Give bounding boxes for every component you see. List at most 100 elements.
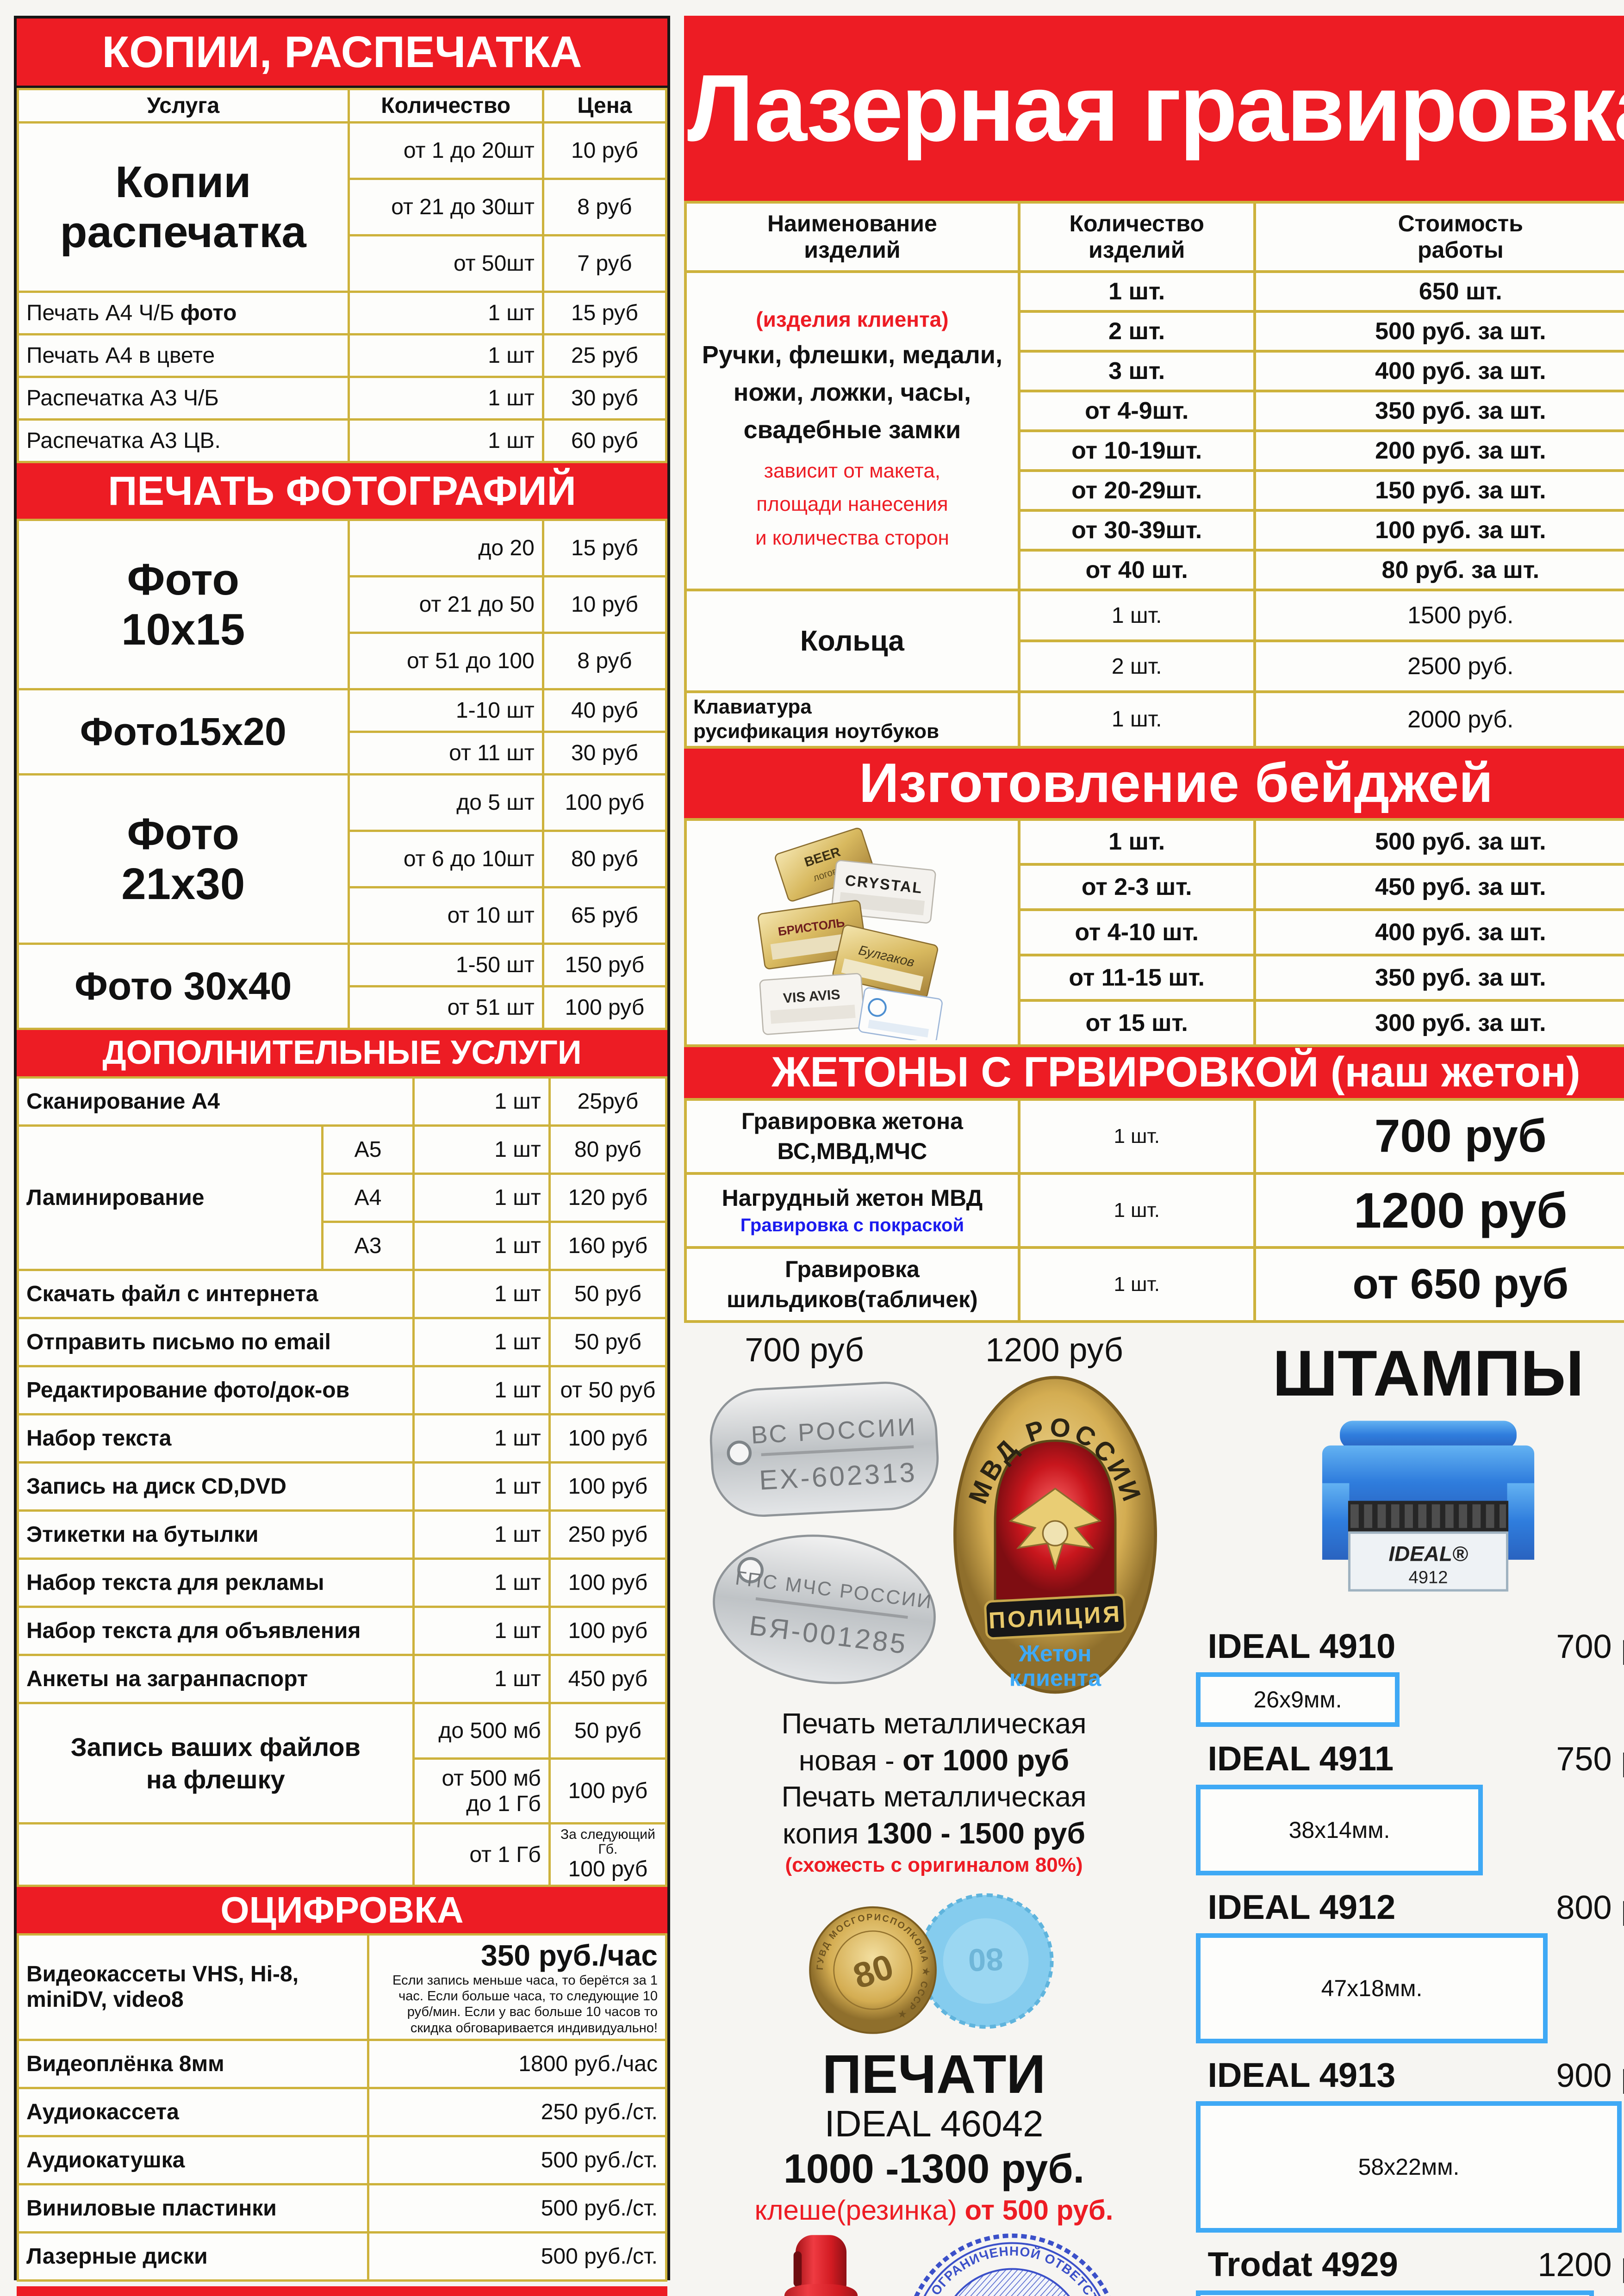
cell-qty: 1-50 шт — [347, 943, 544, 987]
table-row: Копии распечатка от 1 до 20шт 10 руб — [17, 121, 668, 293]
price-value: 100 руб — [568, 1857, 648, 1881]
cell-service: Фото 21х30 — [17, 773, 350, 945]
table-row: 2 шт. 500 руб. за шт. — [685, 310, 1624, 353]
cell-qty: 1 шт. — [1017, 1246, 1256, 1323]
stamp-item: IDEAL 4910 700 р. — [1207, 1626, 1624, 1666]
table-header-row: Услуга Количество Цена — [17, 88, 668, 124]
cell-service: Виниловые пластинки — [17, 2183, 369, 2234]
cell-qty: от 51 до 100 — [347, 632, 544, 690]
cell-qty: 1 шт — [412, 1221, 551, 1271]
cell-qty: 1 шт — [412, 1076, 551, 1127]
table-row: Набор текста для объявления 1 шт 100 руб — [17, 1606, 668, 1656]
cell-qty: до 20 — [347, 519, 544, 577]
badges-section-title: Изготовление бейджей — [684, 748, 1624, 818]
showcase-right: ШТАМПЫ IDEAL® 4912 — [1188, 1331, 1624, 2296]
cell-qty: 1 шт. — [1017, 589, 1256, 642]
cell-qty: 1 шт — [412, 1509, 551, 1560]
cell-service: Фото 10х15 — [17, 519, 350, 690]
cell-qty: 1 шт — [347, 291, 544, 335]
cell-qty: от 50шт — [347, 234, 544, 293]
service-name: Запись ваших файлов — [70, 1732, 361, 1762]
showcase-left: 700 руб 1200 руб — [684, 1331, 1184, 2296]
cell-service: Распечатка А3 ЦВ. — [17, 418, 350, 463]
pechati-block: ПЕЧАТИ IDEAL 46042 1000 -1300 руб. клеше… — [755, 2047, 1114, 2226]
cell-qty: 1 шт — [412, 1558, 551, 1608]
cell-service: Фото 30х40 — [17, 943, 350, 1030]
price-note: За следующий Гб. — [560, 1827, 655, 1857]
cell-qty: от 2-3 шт. — [1017, 863, 1256, 912]
cell-product: Гравировка жетона ВС,МВД,МЧС — [684, 1098, 1020, 1175]
right-column: Лазерная гравировка Наименование изделий … — [684, 16, 1624, 2296]
cell-service: Фото15х20 — [17, 688, 350, 776]
cell-price: 100 руб — [541, 773, 668, 832]
cell-price: 200 руб. за шт. — [1253, 429, 1624, 472]
cell-qty: 1 шт — [412, 1317, 551, 1367]
pechati-title: ПЕЧАТИ — [822, 2043, 1046, 2105]
cell-price: 15 руб — [541, 291, 668, 335]
table-row: от 50шт 7 руб — [18, 234, 668, 293]
table-row: от 500 мб до 1 Гб 100 руб — [18, 1757, 668, 1824]
cell-qty: 1 шт — [347, 333, 544, 378]
cell-qty: 1 шт — [412, 1269, 551, 1319]
cell-price: 150 руб — [541, 943, 668, 987]
service-name: распечатка — [60, 207, 306, 257]
stamp-size: 26х9мм. — [1253, 1686, 1342, 1713]
table-row: от 2-3 шт. 450 руб. за шт. — [685, 863, 1624, 912]
cell-service: Аудиокатушка — [17, 2135, 369, 2185]
table-row: Анкеты на загранпаспорт 1 шт 450 руб — [17, 1654, 668, 1704]
cell-service: Копии распечатка — [17, 121, 350, 293]
table-row: Набор текста 1 шт 100 руб — [17, 1413, 668, 1464]
table-row: от 15 шт. 300 руб. за шт. — [685, 999, 1624, 1047]
price-note: Если запись меньше часа, то берётся за 1… — [392, 1973, 658, 2035]
table-header-row: Наименование изделий Количество изделий Ст… — [684, 201, 1624, 273]
table-row: от 21 до 30шт 8 руб — [18, 178, 668, 236]
table-row: от 40 шт. 80 руб. за шт. — [685, 549, 1624, 591]
cell-price: 120 руб — [548, 1173, 668, 1223]
cell-price: 10 руб — [541, 575, 668, 634]
table-row: Видеоплёнка 8мм 1800 руб./час — [17, 2038, 668, 2089]
table-row: от 11-15 шт. 350 руб. за шт. — [685, 953, 1624, 1002]
table-row: А4 1 шт 120 руб — [18, 1173, 668, 1223]
cell-price: 50 руб — [548, 1317, 668, 1367]
col-header-service: Услуга — [17, 88, 350, 124]
col-header-price: Стоимость работы — [1253, 201, 1624, 273]
tag-prices: 700 руб 1200 руб — [684, 1331, 1184, 1369]
cell-service: Запись ваших файлов на флешку — [17, 1702, 415, 1824]
left-column: КОПИИ, РАСПЕЧАТКА Услуга Количество Цена… — [14, 16, 670, 2296]
photo-size: Фото — [127, 554, 240, 604]
cell-qty: от 6 до 10шт — [347, 830, 544, 888]
cell-price: 50 руб — [548, 1702, 668, 1760]
stamp-model: Trodat 4929 — [1207, 2245, 1398, 2284]
cell-qty: 1 шт — [412, 1654, 551, 1704]
cell-price: 350 руб./час Если запись меньше часа, то… — [367, 1933, 668, 2041]
product-note-blue: Гравировка с покраской — [740, 1215, 964, 1236]
stamps-title: ШТАМПЫ — [1272, 1336, 1584, 1409]
cell-price: 7 руб — [541, 234, 668, 293]
price-value: 350 руб./час — [481, 1939, 658, 1972]
cell-price: 2000 руб. — [1253, 690, 1624, 749]
stamp-item: IDEAL 4912 800 р. — [1207, 1887, 1624, 1927]
cell-price: 400 руб. за шт. — [1253, 908, 1624, 956]
cell-qty: от 40 шт. — [1017, 549, 1256, 591]
pechati-model: IDEAL 46042 — [824, 2103, 1044, 2144]
additional-table: Сканирование А4 1 шт 25руб Ламинирование… — [16, 1076, 668, 1887]
table-row: А3 1 шт 160 руб — [18, 1221, 668, 1271]
stamp-price: 750 р. — [1556, 1740, 1624, 1778]
cell-product: (изделия клиента) Ручки, флешки, медали,… — [684, 270, 1020, 591]
table-row: от 10 шт 65 руб — [18, 886, 668, 945]
stamp-size-box: 26х9мм. — [1196, 1672, 1400, 1727]
cell-price: 1200 руб — [1253, 1172, 1624, 1249]
cell-service: Печать А4 в цвете — [17, 333, 350, 378]
cell-price: 250 руб — [548, 1509, 668, 1560]
cell-price: 650 шт. — [1253, 270, 1624, 313]
cell-qty: от 4-10 шт. — [1017, 908, 1256, 956]
table-row: Фото 21х30 до 5 шт 100 руб — [17, 773, 668, 945]
pechati-rubber-price: клеше(резинка) от 500 руб. — [754, 2194, 1114, 2226]
table-row: Этикетки на бутылки 1 шт 250 руб — [17, 1509, 668, 1560]
table-row: Печать А4 в цвете 1 шт 25 руб — [17, 333, 668, 378]
table-row: от 4-10 шт. 400 руб. за шт. — [685, 908, 1624, 956]
cell-price: 2500 руб. — [1253, 639, 1624, 693]
metal-seal-coins-image: 80 ГУВД МОСГОРИСПОЛКОМА ★ СССР ★ 80 — [809, 1893, 1054, 2034]
badge-collage-image: BEER логово CRYSTAL БРИСТОЛЬ Булгаков — [758, 827, 943, 1043]
cell-qty: от 15 шт. — [1017, 999, 1256, 1047]
